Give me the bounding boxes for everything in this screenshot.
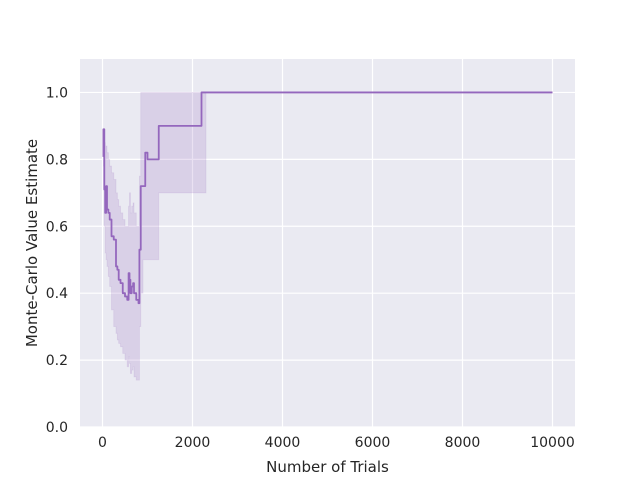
y-axis-label: Monte-Carlo Value Estimate <box>23 139 41 347</box>
x-gridlines <box>101 59 554 427</box>
x-tick-label: 6000 <box>355 435 391 451</box>
y-tick-label: 0.8 <box>46 152 68 168</box>
x-tick-label: 4000 <box>265 435 301 451</box>
y-tick-label: 0.6 <box>46 219 68 235</box>
y-tick-label: 0.0 <box>46 420 68 436</box>
x-tick-label: 0 <box>98 435 107 451</box>
plot-area <box>80 59 575 427</box>
x-axis-label: Number of Trials <box>266 458 389 476</box>
y-tick-labels: 0.0 0.2 0.4 0.6 0.8 1.0 <box>46 85 68 436</box>
value-estimate-line <box>102 91 553 305</box>
x-tick-label: 10000 <box>530 435 575 451</box>
x-tick-label: 2000 <box>175 435 211 451</box>
y-tick-label: 1.0 <box>46 85 68 101</box>
y-tick-label: 0.2 <box>46 353 68 369</box>
y-tick-label: 0.4 <box>46 286 68 302</box>
x-tick-label: 8000 <box>445 435 481 451</box>
x-tick-labels: 0 2000 4000 6000 8000 10000 <box>98 435 575 451</box>
